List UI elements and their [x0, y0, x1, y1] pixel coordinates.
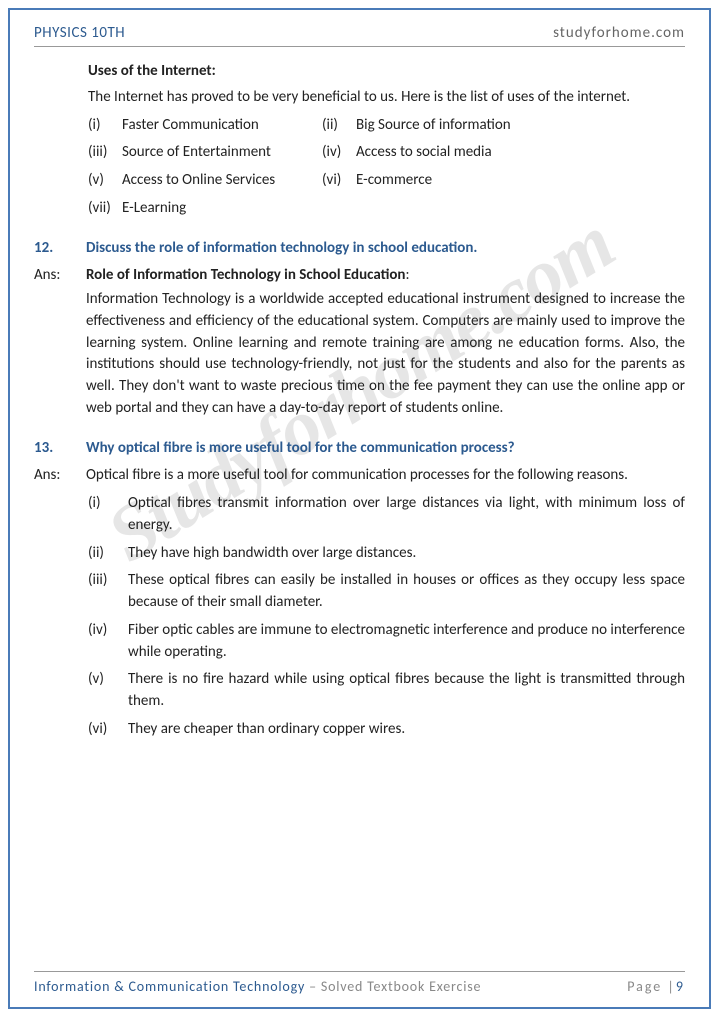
- list-item: (iii) These optical fibres can easily be…: [88, 570, 685, 614]
- uses-grid: (i) Faster Communication (ii) Big Source…: [88, 115, 685, 192]
- list-num: (vii): [88, 198, 122, 220]
- list-text: There is no fire hazard while using opti…: [128, 669, 685, 713]
- list-num: (ii): [88, 543, 124, 565]
- list-num: (ii): [322, 115, 356, 137]
- list-text: E-Learning: [122, 198, 685, 220]
- list-num: (iii): [88, 570, 124, 614]
- list-num: (iv): [322, 142, 356, 164]
- list-text: Access to Online Services: [122, 170, 322, 192]
- list-item: (v) There is no fire hazard while using …: [88, 669, 685, 713]
- uses-intro: The Internet has proved to be very benef…: [88, 87, 685, 109]
- answer-row: Ans: Role of Information Technology in S…: [34, 265, 685, 419]
- answer-text: Information Technology is a worldwide ac…: [86, 289, 685, 420]
- answer-label: Ans:: [34, 265, 76, 419]
- footer-subtitle: – Solved Textbook Exercise: [305, 978, 481, 995]
- list-num: (iv): [88, 620, 124, 664]
- list-item: (vi) They are cheaper than ordinary copp…: [88, 719, 685, 741]
- q13-section: 13. Why optical fibre is more useful too…: [34, 438, 685, 741]
- list-text: Faster Communication: [122, 115, 322, 137]
- header-site: studyforhome.com: [553, 24, 685, 42]
- list-text: Access to social media: [356, 142, 685, 164]
- list-item: (ii) They have high bandwidth over large…: [88, 543, 685, 565]
- list-num: (v): [88, 669, 124, 713]
- list-num: (v): [88, 170, 122, 192]
- list-text: They are cheaper than ordinary copper wi…: [128, 719, 685, 741]
- list-num: (vi): [88, 719, 124, 741]
- list-item: (i) Optical fibres transmit information …: [88, 493, 685, 537]
- answer-row: Ans: Optical fibre is a more useful tool…: [34, 465, 685, 487]
- q13-list: (i) Optical fibres transmit information …: [34, 493, 685, 741]
- answer-body: Role of Information Technology in School…: [86, 265, 685, 419]
- list-num: (i): [88, 493, 124, 537]
- list-text: These optical fibres can easily be insta…: [128, 570, 685, 614]
- uses-grid-tail: (vii) E-Learning: [88, 198, 685, 220]
- list-text: Optical fibres transmit information over…: [128, 493, 685, 537]
- list-text: Fiber optic cables are immune to electro…: [128, 620, 685, 664]
- list-item: (iv) Fiber optic cables are immune to el…: [88, 620, 685, 664]
- page-content: Uses of the Internet: The Internet has p…: [34, 61, 685, 971]
- page-header: PHYSICS 10TH studyforhome.com: [34, 24, 685, 47]
- list-text: They have high bandwidth over large dist…: [128, 543, 685, 565]
- footer-chapter-name: Information & Communication Technology: [34, 978, 305, 995]
- question-number: 13.: [34, 438, 76, 460]
- question-row: 12. Discuss the role of information tech…: [34, 238, 685, 260]
- uses-section: Uses of the Internet: The Internet has p…: [34, 61, 685, 220]
- page-number: 9: [676, 978, 685, 995]
- page-footer: Information & Communication Technology –…: [34, 971, 685, 995]
- list-text: Source of Entertainment: [122, 142, 322, 164]
- answer-title-colon: :: [405, 266, 409, 284]
- answer-title: Role of Information Technology in School…: [86, 266, 405, 284]
- footer-chapter: Information & Communication Technology –…: [34, 978, 481, 995]
- question-text: Why optical fibre is more useful tool fo…: [86, 438, 685, 460]
- question-number: 12.: [34, 238, 76, 260]
- answer-intro: Optical fibre is a more useful tool for …: [86, 465, 685, 487]
- list-text: Big Source of information: [356, 115, 685, 137]
- list-num: (vi): [322, 170, 356, 192]
- header-subject: PHYSICS 10TH: [34, 24, 125, 42]
- list-num: (i): [88, 115, 122, 137]
- list-num: (iii): [88, 142, 122, 164]
- question-text: Discuss the role of information technolo…: [86, 238, 685, 260]
- footer-page: Page |9: [627, 978, 685, 995]
- question-row: 13. Why optical fibre is more useful too…: [34, 438, 685, 460]
- page-label: Page |: [627, 978, 676, 995]
- q12-section: 12. Discuss the role of information tech…: [34, 238, 685, 420]
- uses-title: Uses of the Internet:: [88, 61, 685, 83]
- answer-label: Ans:: [34, 465, 76, 487]
- page-frame: Studyforhome.com PHYSICS 10TH studyforho…: [8, 8, 711, 1009]
- list-text: E-commerce: [356, 170, 685, 192]
